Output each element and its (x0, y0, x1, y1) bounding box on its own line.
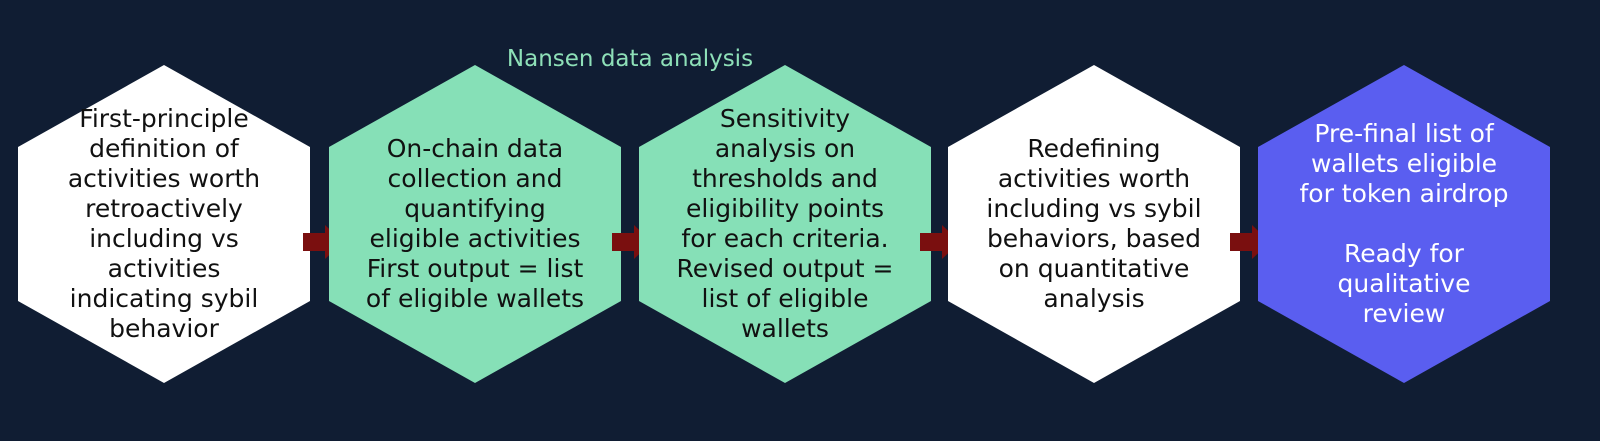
hexagon-shape (329, 65, 621, 383)
step-data-collection: On-chain data collection and quantifying… (327, 63, 623, 385)
step-data-collection-text: On-chain data collection and quantifying… (365, 134, 585, 313)
step-pre-final-list: Pre-final list of wallets eligible for t… (1256, 63, 1552, 385)
hexagon-shape (1258, 65, 1550, 383)
hexagon-shape (639, 65, 931, 383)
step-redefining-activities-text: Redefining activities worth including vs… (986, 134, 1202, 313)
hexagon-shape (18, 65, 310, 383)
step-pre-final-list-text: Pre-final list of wallets eligible for t… (1299, 119, 1509, 328)
step-definition: First-principle definition of activities… (16, 63, 312, 385)
step-redefining-activities: Redefining activities worth including vs… (946, 63, 1242, 385)
step-sensitivity-analysis-text: Sensitivity analysis on thresholds and e… (676, 104, 894, 343)
hexagon-shape (948, 65, 1240, 383)
group-label: Nansen data analysis (506, 46, 754, 72)
step-definition-text: First-principle definition of activities… (67, 104, 261, 343)
step-sensitivity-analysis: Sensitivity analysis on thresholds and e… (637, 63, 933, 385)
